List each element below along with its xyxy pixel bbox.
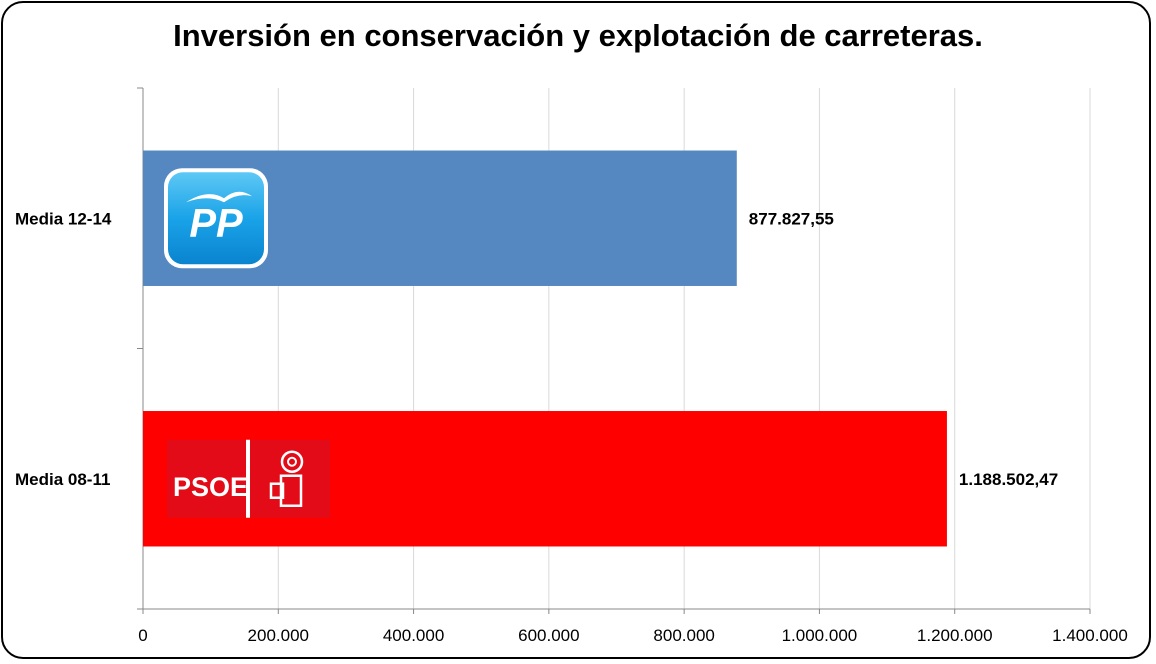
- x-tick-label: 600.000: [518, 626, 579, 645]
- psoe-logo-text: PSOE: [173, 472, 248, 502]
- x-tick-label: 1.200.000: [917, 626, 993, 645]
- x-tick-label: 200.000: [248, 626, 309, 645]
- psoe-thumb-shape: [269, 482, 285, 499]
- x-tick-label: 1.400.000: [1052, 626, 1128, 645]
- category-label: Media 08-11: [15, 470, 110, 489]
- pp-gull-shape: [186, 191, 252, 203]
- x-tick-label: 0: [138, 626, 147, 645]
- pp-logo: PP: [164, 168, 268, 269]
- psoe-fist-shape: [279, 474, 303, 507]
- data-label: 1.188.502,47: [959, 470, 1058, 489]
- data-label: 877.827,55: [749, 209, 834, 228]
- category-label: Media 12-14: [15, 209, 112, 228]
- x-tick-label: 400.000: [383, 626, 444, 645]
- psoe-logo: PSOE: [167, 439, 330, 518]
- chart-title: Inversión en conservación y explotación …: [173, 18, 983, 53]
- x-tick-label: 800.000: [653, 626, 714, 645]
- psoe-rose-center: [287, 456, 297, 467]
- x-tick-label: 1.000.000: [782, 626, 858, 645]
- pp-logo-text: PP: [189, 201, 243, 245]
- psoe-rose-shape: [280, 450, 304, 473]
- psoe-divider: [246, 439, 250, 518]
